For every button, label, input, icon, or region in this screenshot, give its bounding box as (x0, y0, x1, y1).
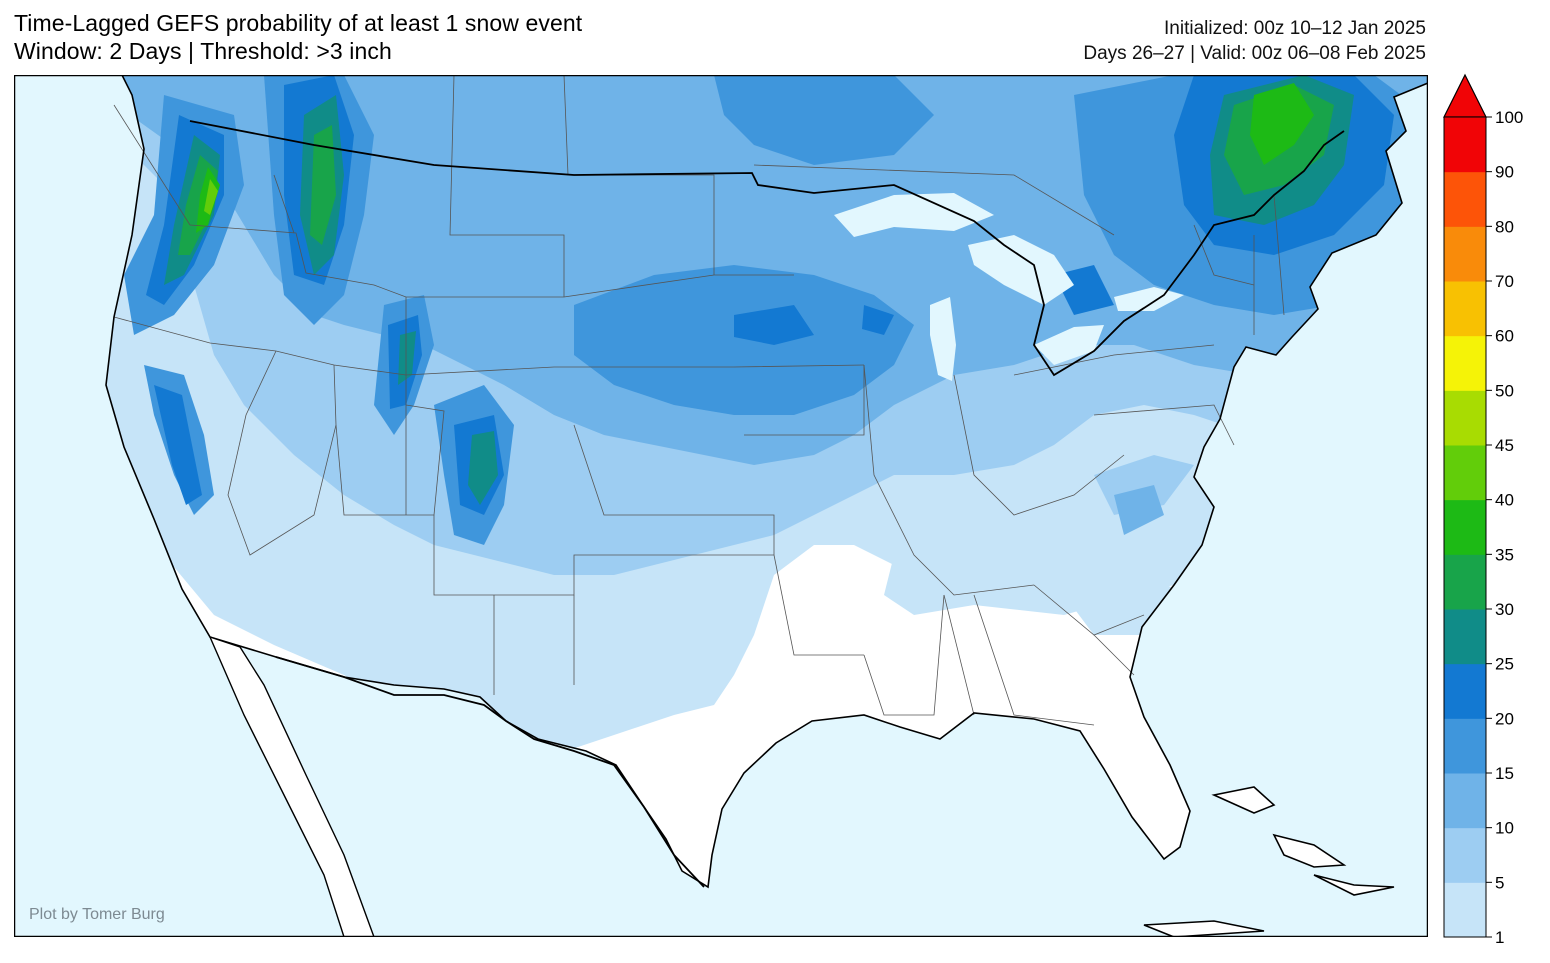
state-borders (113, 75, 1285, 726)
colorbar-tick-label: 20 (1495, 709, 1514, 728)
valid-label: Days 26–27 | Valid: 00z 06–08 Feb 2025 (1083, 43, 1426, 64)
colorbar-tick-label: 70 (1495, 272, 1514, 291)
colorbar-segment (1444, 718, 1486, 774)
colorbar-tick-label: 10 (1495, 819, 1514, 838)
colorbar-tick-label: 90 (1495, 163, 1514, 182)
colorbar-segment (1444, 335, 1486, 391)
colorbar-tick-label: 40 (1495, 491, 1514, 510)
colorbar-extend-arrow (1443, 73, 1487, 118)
map-title-line2: Window: 2 Days | Threshold: >3 inch (14, 38, 392, 64)
caribbean-islands (1143, 786, 1395, 937)
colorbar-segment (1444, 499, 1486, 555)
colorbar-segment (1444, 609, 1486, 665)
colorbar-segment (1444, 281, 1486, 337)
map-frame (14, 75, 1428, 937)
colorbar-segment (1444, 445, 1486, 501)
colorbar-tick-label: 45 (1495, 436, 1514, 455)
colorbar-segment (1444, 773, 1486, 829)
colorbar-tick-label: 25 (1495, 655, 1514, 674)
map-title-line1: Time-Lagged GEFS probability of at least… (14, 10, 583, 36)
colorbar-tick-label: 50 (1495, 381, 1514, 400)
colorbar-segment (1444, 827, 1486, 883)
colorbar-segment (1444, 226, 1486, 282)
colorbar-tick-label: 80 (1495, 217, 1514, 236)
colorbar-tick-label: 5 (1495, 873, 1504, 892)
colorbar-tick-label: 30 (1495, 600, 1514, 619)
colorbar-tick-label: 60 (1495, 327, 1514, 346)
colorbar-segment (1444, 117, 1486, 173)
colorbar-segment (1444, 663, 1486, 719)
colorbar-frame (1443, 116, 1487, 938)
colorbar-tick-label: 1 (1495, 928, 1504, 947)
initialized-label: Initialized: 00z 10–12 Jan 2025 (1164, 18, 1426, 39)
colorbar-tick-label: 15 (1495, 764, 1514, 783)
colorbar-segment (1444, 171, 1486, 227)
colorbar-segment (1444, 390, 1486, 446)
baja-peninsula (208, 635, 375, 937)
colorbar-tick-label: 100 (1495, 108, 1523, 127)
colorbar-segment (1444, 882, 1486, 938)
snow-probability-map (14, 75, 1428, 937)
credit-label: Plot by Tomer Burg (29, 906, 165, 923)
colorbar-segment (1444, 554, 1486, 610)
colorbar-tick-label: 35 (1495, 545, 1514, 564)
probability-shading (14, 75, 1428, 765)
great-lakes (834, 193, 1184, 381)
